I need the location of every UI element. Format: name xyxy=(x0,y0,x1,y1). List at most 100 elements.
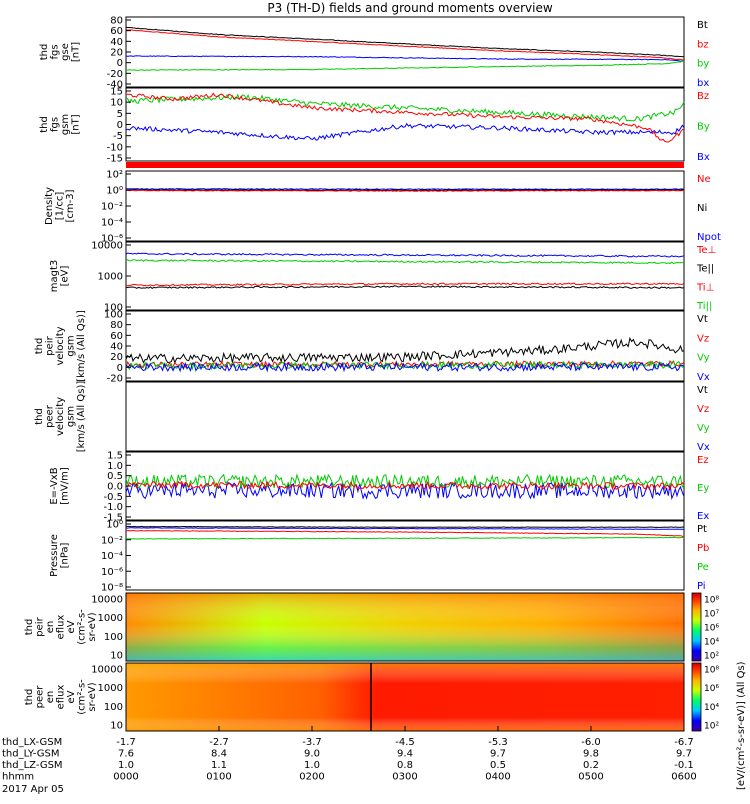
legend-entry: Bz xyxy=(697,91,709,102)
y-tick-label: 10⁻² xyxy=(101,535,123,546)
legend-entry: Vy xyxy=(697,353,710,364)
y-tick-label: -20 xyxy=(107,69,123,80)
y-tick-label: 60 xyxy=(110,331,123,342)
legend-entry: by xyxy=(697,59,709,70)
y-tick-label: -15 xyxy=(107,154,123,165)
y-axis-label: thd xyxy=(24,619,35,636)
spectrogram-ion-frame xyxy=(125,592,685,662)
colorbar-tick-label: 10⁴ xyxy=(704,703,719,713)
series-line-1 xyxy=(125,336,685,365)
series-line-3 xyxy=(125,122,685,141)
legend-entry: Pb xyxy=(697,543,709,554)
y-axis-label: gsm xyxy=(66,335,77,356)
x-tick-label: 9.0 xyxy=(304,749,320,760)
panel-frame xyxy=(125,381,685,452)
series-line-2 xyxy=(125,26,685,58)
colorbar-electron xyxy=(691,662,702,732)
panel-frame xyxy=(125,310,685,382)
legend-entry: Vx xyxy=(697,372,710,383)
series-line-3 xyxy=(125,480,685,491)
y-tick-label: -5 xyxy=(113,131,123,142)
y-tick-label: 0.5 xyxy=(107,471,123,482)
spectrogram-electron-overlay xyxy=(126,663,684,731)
x-tick-label: -6.0 xyxy=(581,737,601,748)
y-axis-label: en xyxy=(45,691,56,704)
y-tick-label: 60 xyxy=(110,26,123,37)
legend-entry: Bt xyxy=(697,20,708,31)
series-line-1 xyxy=(125,29,685,61)
colorbar-title: [eV/(cm²-s-sr-eV)] (All Qs) xyxy=(736,661,747,790)
x-tick-label: 0.8 xyxy=(397,760,413,771)
y-tick-label: -1.0 xyxy=(103,502,123,513)
series-line-3 xyxy=(125,360,684,371)
panel-4: 10000 1000 100 magt3 [eV] Te⊥ Te|| Ti⊥ Ti|| xyxy=(49,241,716,314)
legend-entry: Ex xyxy=(697,511,709,522)
y-axis-label: eflux xyxy=(56,685,67,710)
spectrogram-electron xyxy=(125,662,685,732)
y-tick-label: -20 xyxy=(107,374,123,385)
y-tick-label: 10000 xyxy=(91,665,123,676)
series-line-2 xyxy=(125,527,685,530)
y-tick-label: 10² xyxy=(106,170,123,181)
y-axis-label: thd xyxy=(39,44,50,61)
legend-entry: Te|| xyxy=(696,264,714,275)
x-tick-label: 1.0 xyxy=(118,760,134,771)
x-tick-label: 9.7 xyxy=(490,749,506,760)
y-axis-label: [nPa] xyxy=(60,542,71,568)
legend-entry: Vy xyxy=(697,423,710,434)
x-tick-label: -0.1 xyxy=(674,760,694,771)
y-axis-label: [km/s (All Qs)] xyxy=(76,381,87,453)
panel-8: 10⁰ 10⁻² 10⁻⁴ 10⁻⁶ 10⁻⁸ Pressure [nPa] Pt Pb Pe Pi xyxy=(49,520,709,594)
panel-frame xyxy=(125,241,685,311)
series-line-3 xyxy=(125,55,685,62)
x-tick-label: -2.7 xyxy=(209,737,229,748)
y-tick-label: 1.0 xyxy=(107,461,123,472)
y-tick-label: -1.5 xyxy=(103,513,123,524)
y-tick-label: 20 xyxy=(110,352,123,363)
y-axis-label: eV xyxy=(66,620,77,633)
y-axis-label: thd xyxy=(24,689,35,706)
y-tick-label: 40 xyxy=(110,342,123,353)
y-tick-label: 100 xyxy=(104,702,123,713)
series-line-4 xyxy=(125,361,685,373)
series-line-1 xyxy=(125,252,685,258)
y-tick-label: 80 xyxy=(110,320,123,331)
y-tick-label: 20 xyxy=(110,48,123,59)
y-axis-label: magt3 xyxy=(49,260,60,293)
y-tick-label: 0 xyxy=(117,58,123,69)
x-tick-label: 0400 xyxy=(485,772,510,783)
x-tick-label: 7.6 xyxy=(118,749,134,760)
x-tick-label: 0300 xyxy=(392,772,417,783)
y-axis-label: Pressure xyxy=(49,534,60,577)
x-tick-label: 0.5 xyxy=(490,760,506,771)
y-tick-label: -40 xyxy=(107,80,123,91)
y-axis-label: [nT] xyxy=(71,42,82,62)
y-axis-label: en xyxy=(45,621,56,634)
y-tick-label: 0 xyxy=(117,363,123,374)
y-tick-label: 10000 xyxy=(91,241,123,252)
y-tick-label: 10 xyxy=(110,98,123,109)
x-tick-label: 9.4 xyxy=(397,749,413,760)
y-axis-label: peer xyxy=(45,404,56,428)
legend-entry: Pe xyxy=(697,562,709,573)
series-line-3 xyxy=(125,282,685,287)
chart-title: P3 (TH-D) fields and ground moments over… xyxy=(267,1,552,15)
series-line-3 xyxy=(125,529,685,537)
y-tick-label: 1000 xyxy=(98,272,123,283)
colorbar-labels: 10⁸ 10⁷ 10⁶ 10⁴ 10² 10⁸ 10⁶ 10⁴ 10² xyxy=(704,596,719,732)
y-axis-label: [mV/m] xyxy=(60,467,71,505)
x-tick-label: 0200 xyxy=(299,772,324,783)
panel-frame xyxy=(125,170,685,242)
y-tick-label: -0.5 xyxy=(103,492,123,503)
legend-entry: bx xyxy=(697,78,709,89)
legend-entry: Pt xyxy=(697,524,707,535)
legend-entry: Vz xyxy=(697,333,709,344)
y-tick-label: 0.0 xyxy=(107,482,123,493)
y-axis-label: peer xyxy=(35,685,46,709)
x-axis-row-label: thd_LZ-GSM xyxy=(2,760,63,771)
panel-6: thd peer velocity gsm [km/s (All Qs)] Vt Vz Vy V… xyxy=(34,381,710,453)
legend-entry: Ey xyxy=(697,483,709,494)
